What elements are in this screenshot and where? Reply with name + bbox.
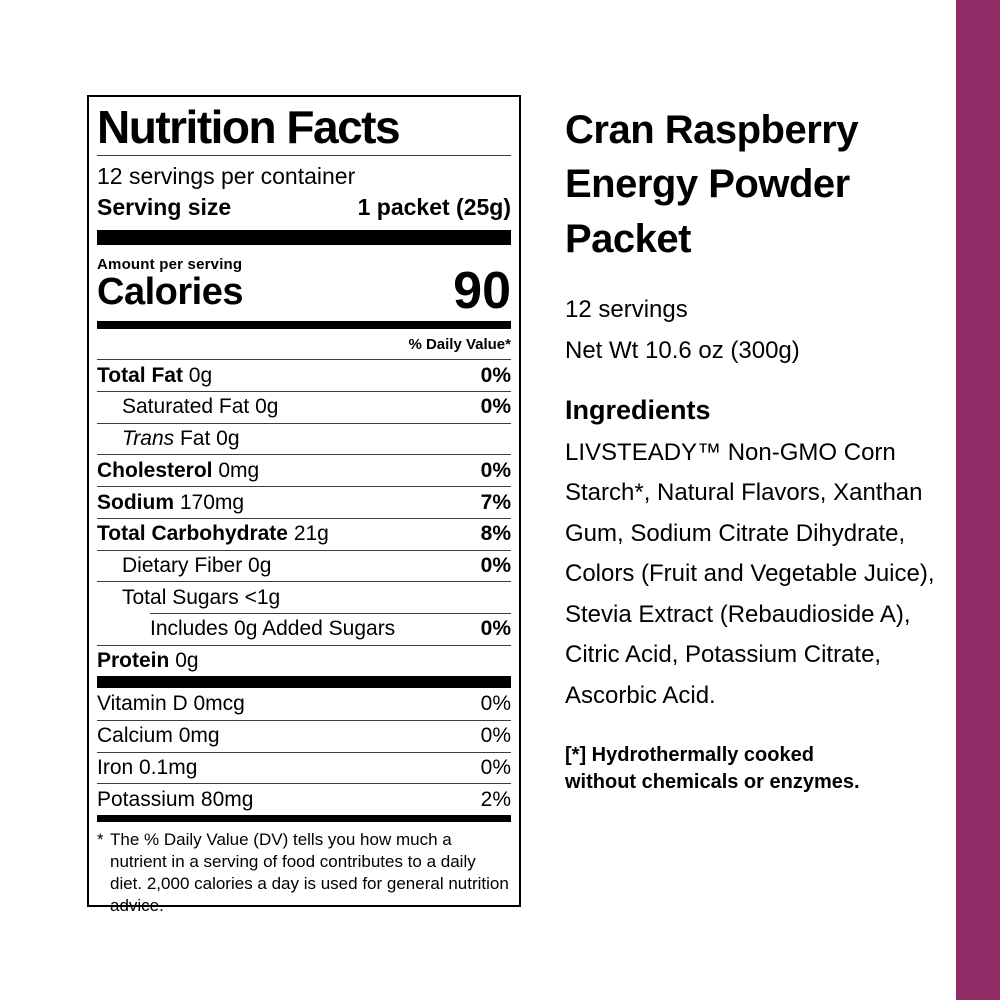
nutrient-amount: 0g — [248, 553, 272, 577]
nutrient-amount: 0g — [175, 648, 199, 672]
nutrient-amount: 0mg — [178, 724, 220, 748]
product-servings: 12 servings — [565, 296, 688, 324]
vitamin-row-vitamin-d: Vitamin D 0mcg 0% — [97, 688, 511, 720]
nutrient-dv: 0% — [480, 363, 511, 387]
product-info-panel: Cran Raspberry Energy Powder Packet 12 s… — [565, 103, 950, 797]
amount-per-serving-label: Amount per serving — [97, 256, 243, 274]
nutrient-amount: 0mg — [218, 458, 260, 482]
nutrient-dv: 2% — [480, 787, 511, 811]
calories-row: Calories 90 — [97, 262, 511, 321]
nutrient-name: Potassium — [97, 787, 196, 811]
calories-label: Calories — [97, 270, 243, 313]
nutrition-facts-title: Nutrition Facts — [97, 101, 401, 153]
nutrient-row-protein: Protein 0g — [97, 644, 511, 677]
nutrient-name: Vitamin D — [97, 692, 188, 716]
nutrient-amount: 0g — [255, 395, 279, 419]
divider-bar-thick — [97, 676, 511, 689]
vitamin-row-potassium: Potassium 80mg 2% — [97, 783, 511, 815]
nutrient-amount: 0g — [188, 363, 213, 387]
nutrient-dv: 0% — [480, 395, 511, 419]
nutrient-name: Total Carbohydrate — [97, 522, 288, 546]
nutrient-row-trans-fat: Trans Fat 0g — [97, 422, 511, 455]
product-meta: 12 servings Net Wt 10.6 oz (300g) — [565, 289, 950, 372]
nutrient-amount: 170mg — [179, 490, 245, 514]
nutrient-name: Total Sugars — [122, 585, 239, 609]
ingredients-text: LIVSTEADY™ Non-GMO Corn Starch*, Natural… — [565, 438, 935, 709]
nutrient-dv: 0% — [480, 616, 511, 640]
ingredients-heading: Ingredients — [565, 394, 711, 425]
divider-bar-medium — [97, 321, 511, 330]
nutrient-dv: 8% — [480, 522, 511, 546]
nutrient-row-added-sugars: Includes 0g Added Sugars 0% — [97, 612, 511, 645]
serving-size-row: Serving size 1 packet (25g) — [97, 192, 511, 230]
nutrient-row-saturated-fat: Saturated Fat 0g 0% — [97, 391, 511, 423]
divider-bar-thick — [97, 230, 511, 246]
nutrient-name: Protein — [97, 648, 170, 672]
servings-per-container: 12 servings per container — [97, 163, 356, 190]
nutrient-name: Trans — [122, 427, 175, 451]
vitamin-row-iron: Iron 0.1mg 0% — [97, 751, 511, 784]
daily-value-header: % Daily Value* — [408, 336, 511, 354]
nutrient-amount: 21g — [293, 522, 329, 546]
product-net-weight: Net Wt 10.6 oz (300g) — [565, 337, 800, 365]
serving-size-value: 1 packet (25g) — [357, 194, 511, 221]
vitamin-row-calcium: Calcium 0mg 0% — [97, 719, 511, 752]
divider-bar-medium — [97, 815, 511, 823]
nutrient-name: Dietary Fiber — [122, 553, 243, 577]
calories-value: 90 — [453, 262, 511, 321]
nutrient-amount: <1g — [244, 585, 281, 609]
nutrient-name: Saturated Fat — [122, 395, 250, 419]
footnote-text: The % Daily Value (DV) tells you how muc… — [110, 830, 509, 916]
product-title-line: Energy Powder — [565, 162, 850, 207]
nutrient-dv: 0% — [480, 724, 511, 748]
nutrient-amount: 0mcg — [193, 692, 245, 716]
product-title-line: Cran Raspberry — [565, 108, 859, 152]
nutrient-dv: 7% — [480, 490, 511, 514]
nutrient-row-sodium: Sodium 170mg 7% — [97, 486, 511, 518]
nutrient-row-total-sugars: Total Sugars <1g — [97, 581, 511, 613]
accent-stripe — [956, 0, 1000, 1000]
nutrient-amount: 0.1mg — [139, 756, 198, 780]
nutrient-row-cholesterol: Cholesterol 0mg 0% — [97, 454, 511, 486]
nutrient-row-total-fat: Total Fat 0g 0% — [97, 359, 511, 391]
nutrition-facts-label: Nutrition Facts 12 servings per containe… — [87, 95, 521, 915]
product-title: Cran Raspberry Energy Powder Packet — [565, 103, 950, 266]
serving-size-label: Serving size — [97, 194, 232, 221]
nutrient-row-total-carbohydrate: Total Carbohydrate 21g 8% — [97, 517, 511, 550]
hydrothermal-footnote: [*] Hydrothermally cooked without chemic… — [565, 743, 860, 794]
nutrient-name: Iron — [97, 756, 134, 780]
nutrient-amount: 80mg — [200, 787, 254, 811]
product-title-line: Packet — [565, 216, 691, 261]
divider-hairline — [97, 155, 511, 157]
nutrient-name: Calcium — [97, 724, 173, 748]
nutrient-name: Cholesterol — [97, 458, 213, 482]
nutrient-row-dietary-fiber: Dietary Fiber 0g 0% — [97, 549, 511, 582]
nutrient-name: Includes 0g Added Sugars — [150, 616, 396, 640]
nutrient-dv: 0% — [480, 692, 511, 716]
daily-value-footnote: * The % Daily Value (DV) tells you how m… — [97, 822, 511, 917]
footnote-asterisk: * — [97, 830, 104, 850]
nutrient-name: Total Fat — [97, 363, 183, 387]
nutrient-amount: Fat 0g — [179, 427, 240, 451]
nutrient-dv: 0% — [480, 756, 511, 780]
nutrient-name: Sodium — [97, 490, 174, 514]
nutrient-dv: 0% — [480, 553, 511, 577]
nutrient-dv: 0% — [480, 458, 511, 482]
